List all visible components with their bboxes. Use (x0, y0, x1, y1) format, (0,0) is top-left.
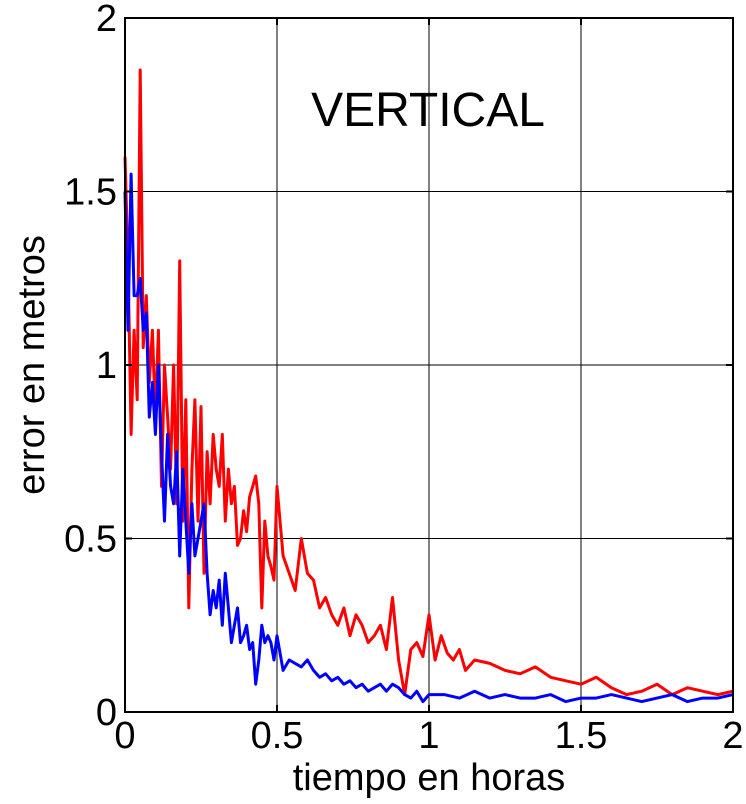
ticks: 0 0.5 1 1.5 2 0 0.5 1 1.5 2 (64, 0, 743, 757)
x-tick-label: 0.5 (251, 715, 304, 757)
y-tick-label: 1 (96, 345, 117, 387)
x-tick-label: 1.5 (555, 715, 608, 757)
y-axis-label: error en metros (11, 235, 53, 495)
grid (125, 18, 733, 712)
y-tick-label: 0 (96, 692, 117, 734)
y-tick-label: 2 (96, 0, 117, 40)
series-line-2 (123, 172, 734, 704)
y-tick-label: 1.5 (64, 172, 117, 214)
chart-annotation: VERTICAL (311, 84, 545, 137)
y-tick-label: 0.5 (64, 519, 117, 561)
x-axis-label: tiempo en horas (293, 757, 566, 799)
series-line-1 (123, 68, 734, 697)
x-tick-label: 1 (418, 715, 439, 757)
x-tick-label: 0 (114, 715, 135, 757)
series-group (123, 68, 734, 704)
x-tick-label: 2 (722, 715, 743, 757)
